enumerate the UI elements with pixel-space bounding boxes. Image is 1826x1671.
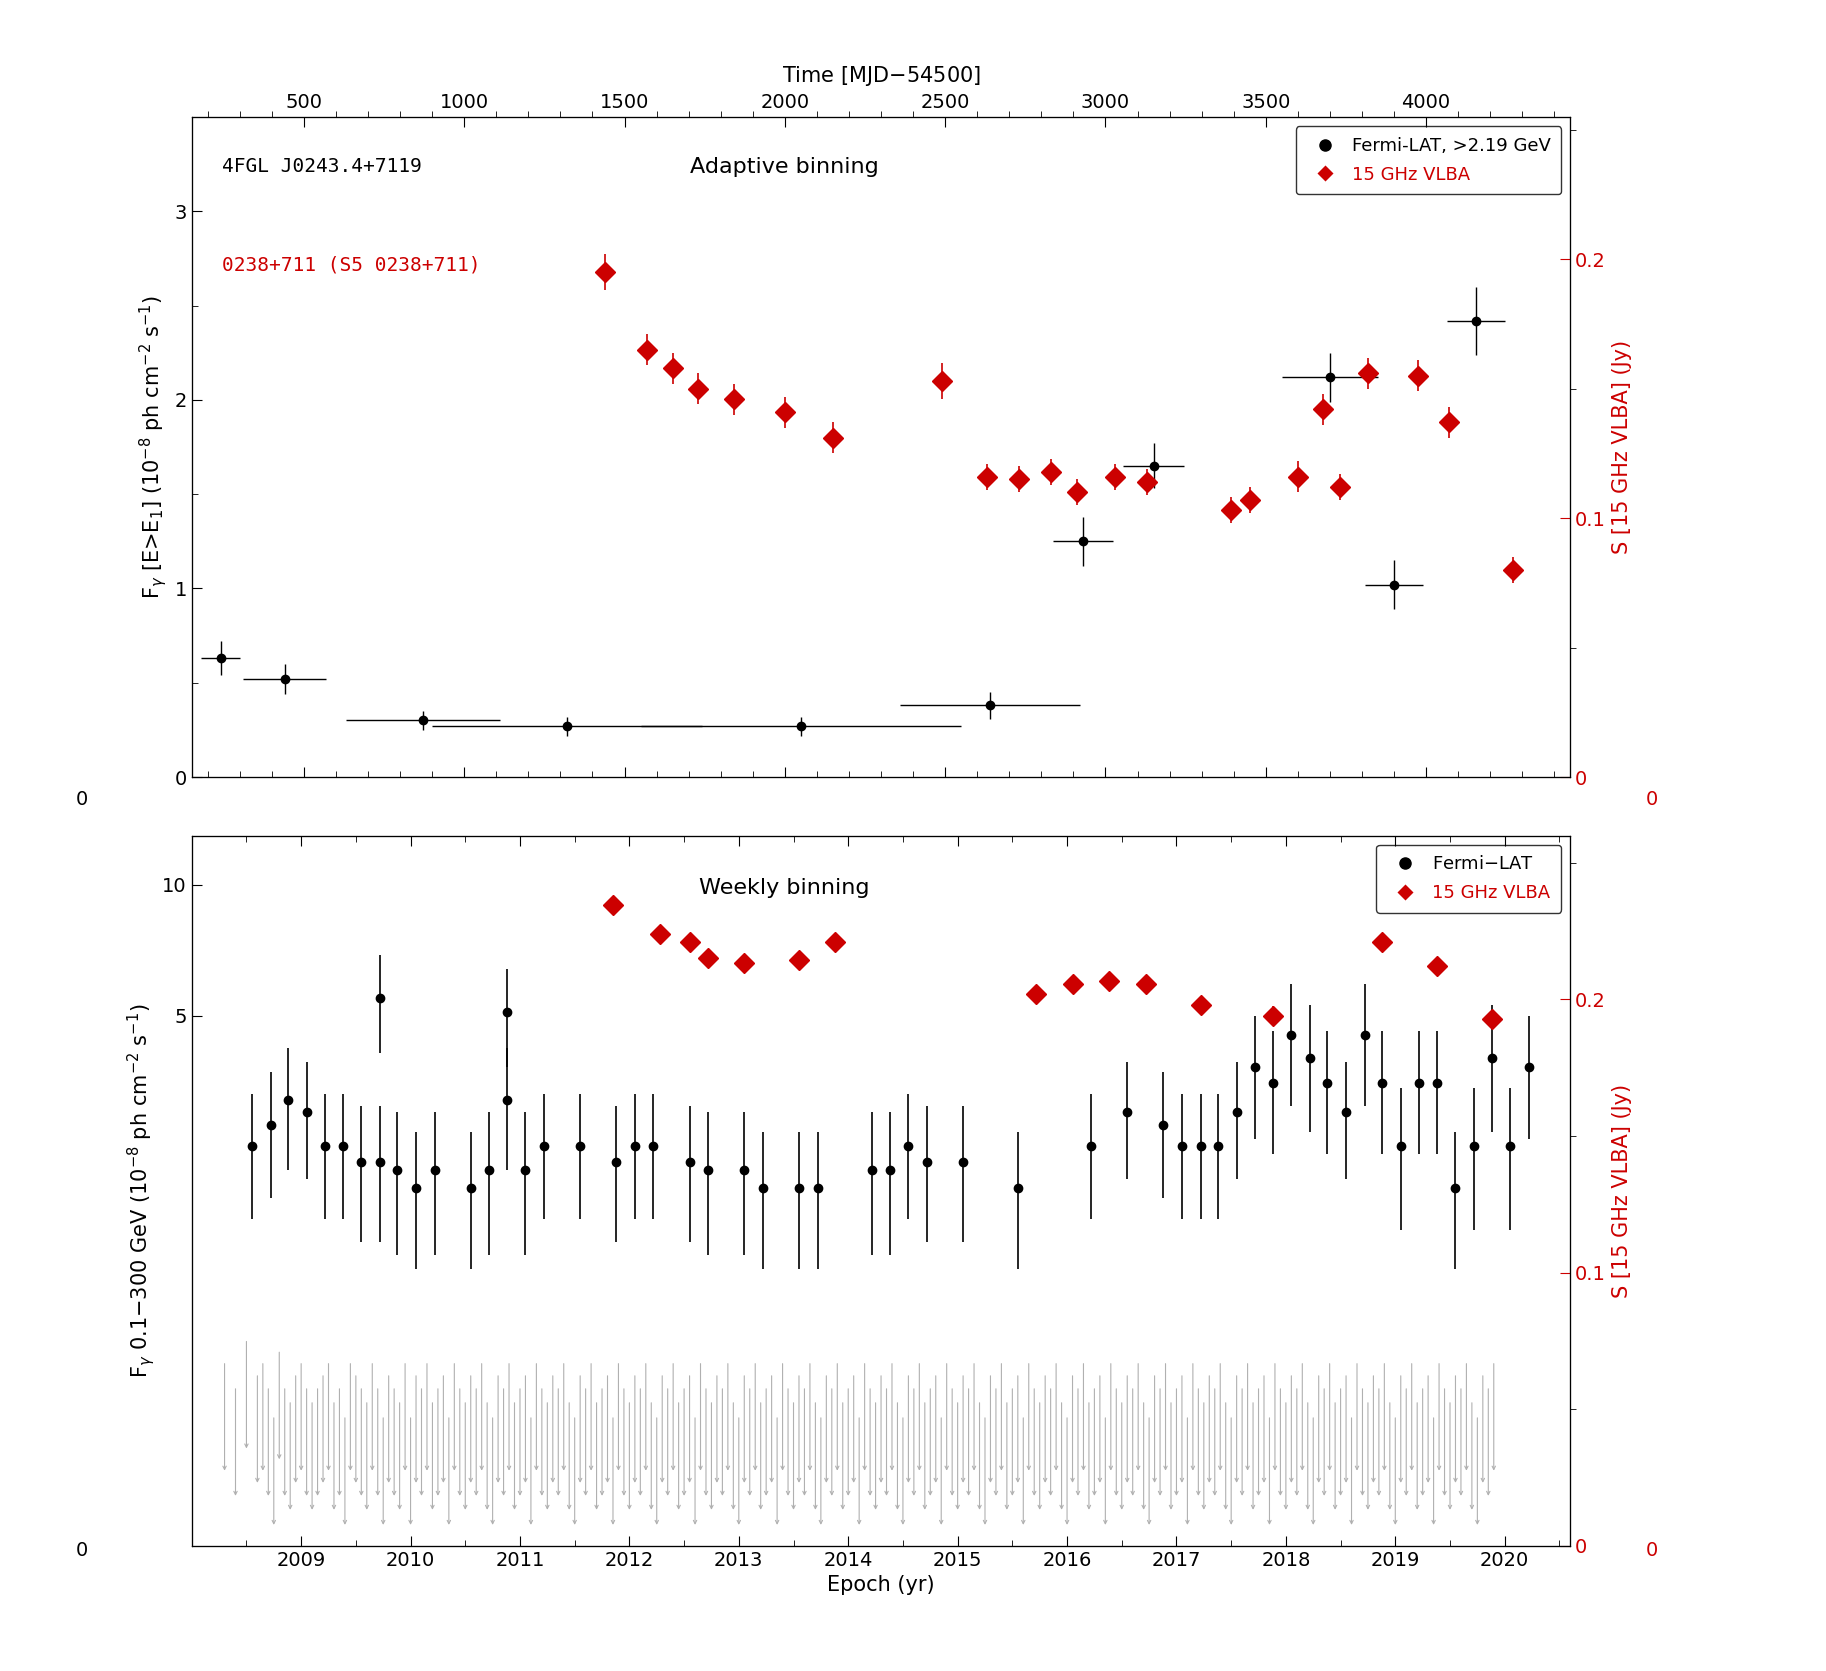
Text: 4FGL J0243.4+7119: 4FGL J0243.4+7119 [223,157,422,175]
Text: 0: 0 [77,790,88,809]
Y-axis label: F$_\gamma$ 0.1$-$300 GeV (10$^{-8}$ ph cm$^{-2}$ s$^{-1}$): F$_\gamma$ 0.1$-$300 GeV (10$^{-8}$ ph c… [124,1003,157,1379]
Text: Weekly binning: Weekly binning [699,879,869,897]
Y-axis label: S [15 GHz VLBA] (Jy): S [15 GHz VLBA] (Jy) [1612,1083,1632,1298]
Legend: Fermi$-$LAT, 15 GHz VLBA: Fermi$-$LAT, 15 GHz VLBA [1377,844,1561,912]
Y-axis label: S [15 GHz VLBA] (Jy): S [15 GHz VLBA] (Jy) [1612,339,1632,555]
Text: Adaptive binning: Adaptive binning [690,157,878,177]
Text: 0: 0 [1647,1541,1658,1561]
X-axis label: Epoch (yr): Epoch (yr) [827,1576,935,1596]
Text: 0238+711 (S5 0238+711): 0238+711 (S5 0238+711) [223,256,480,274]
Text: 0: 0 [77,1541,88,1561]
Legend: Fermi-LAT, >2.19 GeV, 15 GHz VLBA: Fermi-LAT, >2.19 GeV, 15 GHz VLBA [1296,125,1561,194]
Text: 0: 0 [1647,790,1658,809]
Y-axis label: F$_\gamma$ [E>E$_1$] (10$^{-8}$ ph cm$^{-2}$ s$^{-1}$): F$_\gamma$ [E>E$_1$] (10$^{-8}$ ph cm$^{… [137,294,170,600]
X-axis label: Time [MJD$-$54500]: Time [MJD$-$54500] [782,63,981,89]
